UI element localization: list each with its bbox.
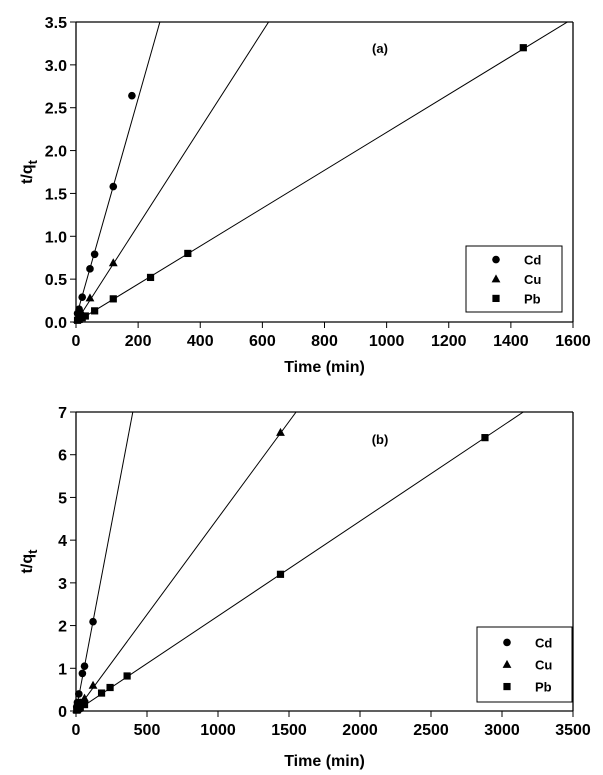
data-point-pb: [106, 683, 114, 692]
data-point-pb: [81, 312, 89, 320]
fit-line-cu: [76, 412, 297, 711]
x-tick-label: 500: [134, 722, 161, 739]
x-tick-label: 3000: [484, 722, 520, 739]
fit-line-cd: [76, 412, 134, 711]
data-point-pb: [276, 570, 285, 578]
legend-marker-cd: [492, 255, 500, 264]
y-tick-label: 1.5: [45, 186, 67, 203]
x-tick-label: 600: [249, 333, 276, 350]
x-axis-title: Time (min): [284, 359, 365, 376]
x-tick-label: 200: [125, 333, 152, 350]
x-tick-label: 1000: [369, 333, 405, 350]
data-point-cu: [88, 680, 98, 689]
legend-label-cu: Cu: [524, 272, 541, 287]
legend-box: [476, 626, 573, 703]
fit-line-pb: [76, 22, 569, 322]
legend-label-pb: Pb: [524, 291, 541, 306]
x-tick-label: 0: [72, 722, 81, 739]
x-tick-label: 1500: [271, 722, 307, 739]
data-point-cd: [89, 617, 97, 626]
legend-marker-pb: [503, 682, 511, 691]
fit-lines: [76, 412, 524, 711]
data-point-cd: [78, 293, 87, 301]
data-point-cu: [85, 293, 95, 302]
legend-box: [465, 245, 563, 313]
y-axis-title: t/qt: [19, 549, 40, 574]
data-point-pb: [184, 249, 192, 258]
data-point-pb: [80, 700, 89, 709]
legend-marker-cd: [503, 638, 511, 647]
y-axis-title: t/qt: [19, 159, 40, 184]
series-cd: [73, 91, 136, 318]
x-tick-label: 1400: [493, 333, 529, 350]
data-point-cd: [90, 250, 99, 259]
y-tick-label: 6: [58, 448, 67, 465]
chart-panel-b: 0 500 1000 1500 2000 2500 3000 3500 0 1 2 3 4 5 6 7 Time…: [19, 405, 591, 770]
legend: Cd Cu Pb: [465, 245, 563, 313]
y-tick-label: 7: [58, 405, 67, 422]
y-tick-label: 2.0: [45, 144, 67, 161]
panel-label: (b): [372, 432, 389, 447]
data-point-cu: [80, 693, 89, 702]
x-tick-label: 800: [311, 333, 338, 350]
y-tick-label: 1: [58, 661, 67, 678]
x-tick-label: 1200: [431, 333, 467, 350]
data-point-pb: [519, 44, 527, 52]
x-tick-label: 2500: [413, 722, 449, 739]
data-point-cu: [108, 258, 118, 267]
x-tick-label: 1600: [555, 333, 591, 350]
y-tick-label: 0.5: [45, 272, 67, 289]
y-tick-label: 2: [58, 619, 67, 636]
y-tick-label: 3.5: [45, 15, 67, 32]
data-point-pb: [91, 307, 99, 315]
y-tick-label: 0.0: [45, 315, 67, 332]
legend-label-cd: Cd: [535, 635, 552, 650]
series-pb: [73, 44, 527, 324]
data-point-pb: [109, 295, 117, 303]
y-tick-label: 4: [58, 533, 67, 550]
y-tick-label: 1.0: [45, 229, 67, 246]
legend-label-pb: Pb: [535, 680, 552, 695]
data-point-pb: [481, 434, 489, 442]
x-axis-title: Time (min): [284, 753, 365, 770]
y-tick-label: 5: [58, 490, 67, 507]
y-tick-label: 0: [58, 704, 67, 721]
legend-label-cd: Cd: [524, 253, 541, 268]
data-point-pb: [123, 672, 131, 680]
data-point-pb: [97, 689, 106, 697]
data-point-cd: [78, 669, 87, 678]
data-point-cd: [75, 690, 83, 698]
panel-label: (a): [372, 41, 388, 56]
data-point-pb: [76, 703, 84, 712]
y-tick-label: 3: [58, 576, 67, 593]
legend-marker-cu: [491, 274, 501, 283]
legend-label-cu: Cu: [535, 658, 552, 673]
x-tick-label: 2000: [342, 722, 378, 739]
fit-line-cu: [76, 22, 270, 322]
chart-panel-a: 0 200 400 600 800 1000 1200 1400 1600 0.0 0.5 1.0 1.…: [19, 15, 591, 376]
x-tick-label: 0: [72, 333, 81, 350]
x-tick-label: 3500: [555, 722, 591, 739]
x-tick-label: 400: [187, 333, 214, 350]
legend-marker-cu: [502, 659, 512, 668]
series-pb: [73, 434, 489, 714]
fit-line-pb: [76, 412, 524, 711]
y-tick-label: 2.5: [45, 101, 67, 118]
y-tick-label: 3.0: [45, 58, 67, 75]
data-point-cd: [80, 662, 89, 670]
data-point-cd: [86, 265, 94, 273]
legend-marker-pb: [492, 294, 500, 303]
fit-line-cd: [76, 22, 161, 318]
data-point-cd: [109, 182, 118, 191]
data-point-pb: [146, 273, 155, 282]
data-point-cu: [276, 427, 285, 436]
legend: Cd Cu Pb: [476, 626, 573, 703]
x-tick-label: 1000: [200, 722, 236, 739]
data-point-cd: [128, 91, 136, 100]
